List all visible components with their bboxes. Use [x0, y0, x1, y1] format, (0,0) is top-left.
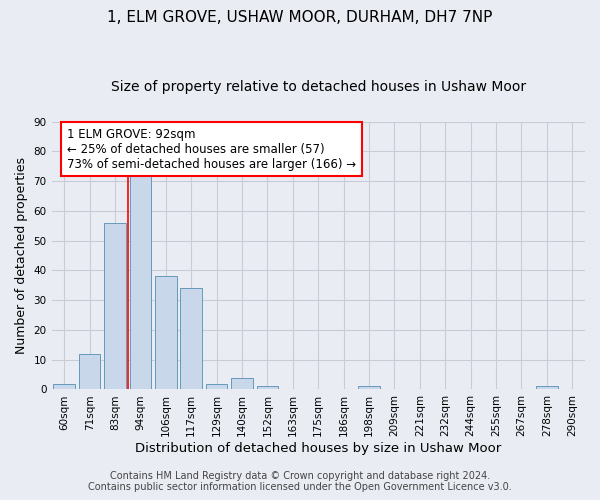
Bar — [206, 384, 227, 390]
Bar — [79, 354, 100, 390]
Bar — [358, 386, 380, 390]
Text: 1, ELM GROVE, USHAW MOOR, DURHAM, DH7 7NP: 1, ELM GROVE, USHAW MOOR, DURHAM, DH7 7N… — [107, 10, 493, 25]
X-axis label: Distribution of detached houses by size in Ushaw Moor: Distribution of detached houses by size … — [135, 442, 502, 455]
Bar — [155, 276, 176, 390]
Text: 1 ELM GROVE: 92sqm
← 25% of detached houses are smaller (57)
73% of semi-detache: 1 ELM GROVE: 92sqm ← 25% of detached hou… — [67, 128, 356, 170]
Bar — [181, 288, 202, 390]
Y-axis label: Number of detached properties: Number of detached properties — [15, 157, 28, 354]
Bar — [53, 384, 75, 390]
Bar — [104, 223, 126, 390]
Bar — [536, 386, 557, 390]
Text: Contains HM Land Registry data © Crown copyright and database right 2024.
Contai: Contains HM Land Registry data © Crown c… — [88, 471, 512, 492]
Title: Size of property relative to detached houses in Ushaw Moor: Size of property relative to detached ho… — [111, 80, 526, 94]
Bar — [231, 378, 253, 390]
Bar — [257, 386, 278, 390]
Bar — [130, 163, 151, 390]
